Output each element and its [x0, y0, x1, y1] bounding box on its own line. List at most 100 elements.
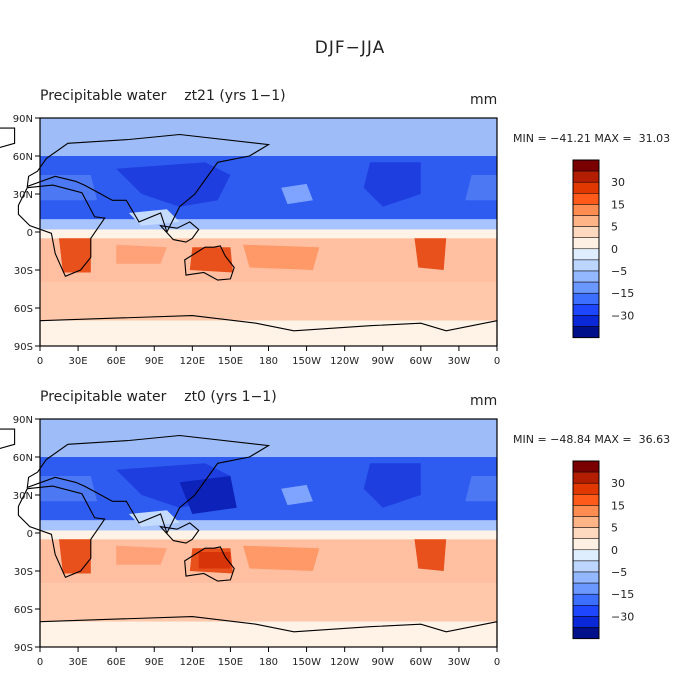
field-band-north-polar: [40, 118, 497, 156]
coastline-eurasia: [26, 133, 271, 234]
field-core-north-america: [363, 162, 421, 207]
field-core-southern-africa: [59, 539, 91, 574]
field-core-east-asia-strong: [179, 476, 237, 514]
colorbar-segment: [572, 193, 600, 205]
field-band-south-polar: [40, 320, 497, 346]
lat-tick-label: 30S: [14, 266, 33, 277]
lon-tick-label: 150W: [292, 356, 321, 367]
field-band-north-polar: [40, 419, 497, 457]
map-panel-top: 90N 60N 30N 0 30S 60S 90S 0 30E 60E 90E 120E 150E 180…: [0, 84, 700, 384]
lon-tick-label: 30W: [448, 356, 471, 367]
field-patch-indian: [128, 209, 180, 226]
field-band-south-mid: [40, 282, 497, 321]
lon-tick-label: 120E: [180, 356, 205, 367]
panel-title: Precipitable water zt21 (yrs 1−1): [40, 88, 286, 104]
lat-tick-label: 0: [27, 228, 33, 239]
lat-tick-label: 90N: [13, 114, 33, 125]
colorbar-segment: [572, 281, 600, 294]
colorbar-segment: [572, 482, 600, 495]
colorbar-segment: [572, 159, 600, 172]
colorbar-segment: [572, 270, 600, 283]
lon-tick-label: 60E: [107, 356, 126, 367]
lon-tick-label: 90W: [371, 356, 394, 367]
lon-tick-label: 0: [494, 356, 500, 367]
colorbar-label: 15: [611, 198, 625, 211]
field-core-southern-africa: [59, 238, 91, 273]
lat-tick-label: 0: [27, 529, 33, 540]
colorbar-segment: [572, 292, 600, 305]
field-core-south-america: [414, 238, 447, 270]
colorbar-label: 0: [611, 544, 618, 557]
lon-tick-label: 30W: [448, 657, 471, 668]
coastline-eurasia: [26, 434, 271, 535]
lon-tick-label: 120W: [330, 356, 359, 367]
colorbar-label: −15: [611, 287, 634, 300]
colorbar-label: 15: [611, 499, 625, 512]
colorbar-segment: [572, 494, 600, 506]
colorbar-label: −15: [611, 588, 634, 601]
map-plot-bottom: 90N 60N 30N 0 30S 60S 90S 0 30E 60E 90E 120E 150E 180…: [0, 415, 634, 668]
field-patch-south-indian: [116, 244, 167, 264]
lon-tick-label: 150W: [292, 657, 321, 668]
colorbar-label: 0: [611, 243, 618, 256]
field-patch-spcz: [243, 545, 320, 571]
coastline-australia: [184, 245, 235, 281]
colorbar-segment: [572, 248, 600, 261]
field-band-south-polar: [40, 621, 497, 647]
lat-tick-label: 90N: [13, 415, 33, 426]
coastline-maritime-continent: [159, 221, 200, 243]
lon-tick-label: 90W: [371, 657, 394, 668]
colorbar-segment: [572, 527, 600, 539]
lat-tick-label: 30N: [13, 491, 33, 502]
colorbar-segment: [572, 571, 600, 584]
colorbar-segment: [572, 181, 600, 194]
colorbar-segment: [572, 315, 600, 327]
lat-tick-label: 90S: [14, 342, 33, 353]
min-max-readout: MIN = −48.84 MAX = 36.63: [513, 433, 671, 446]
field-patch-pacific: [281, 183, 313, 205]
colorbar-segment: [572, 304, 600, 316]
colorbar-label: −5: [611, 265, 627, 278]
colorbar-segment: [572, 516, 600, 528]
colorbar-segment: [572, 627, 600, 639]
field-patch-indian: [128, 510, 180, 527]
colorbar-segment: [572, 226, 600, 238]
lat-tick-label: 60S: [14, 605, 33, 616]
colorbar-segment: [572, 538, 600, 551]
lat-tick-label: 30N: [13, 190, 33, 201]
coastline-greenland: [0, 428, 16, 450]
lon-tick-label: 150E: [218, 657, 243, 668]
coastline-africa: [17, 184, 106, 278]
colorbar-label: 30: [611, 477, 625, 490]
field-band-north-mid: [40, 457, 497, 521]
colorbar-segment: [572, 549, 600, 562]
field-band-equatorial: [40, 530, 497, 540]
colorbar-label: −30: [611, 610, 634, 623]
colorbar-segment: [572, 560, 600, 573]
field-band-south-mid: [40, 583, 497, 622]
field-band-equatorial: [40, 229, 497, 239]
lon-tick-label: 0: [494, 657, 500, 668]
lon-tick-label: 0: [37, 356, 43, 367]
field-core-north-america: [363, 463, 421, 508]
lon-tick-label: 180: [259, 356, 278, 367]
lon-tick-label: 0: [37, 657, 43, 668]
field-patch-pacific: [281, 484, 313, 506]
colorbar-segment: [572, 326, 600, 338]
lon-tick-label: 30E: [69, 657, 88, 668]
lon-tick-label: 90E: [145, 356, 164, 367]
panel-title: Precipitable water zt0 (yrs 1−1): [40, 389, 277, 405]
colorbar-segment: [572, 505, 600, 517]
lon-tick-label: 120E: [180, 657, 205, 668]
unit-label: mm: [470, 393, 498, 409]
colorbar-segment: [572, 471, 600, 484]
lat-tick-label: 60N: [13, 453, 33, 464]
colorbar-label: 5: [611, 522, 618, 535]
lat-tick-label: 30S: [14, 567, 33, 578]
map-panel-bottom: 90N 60N 30N 0 30S 60S 90S 0 30E 60E 90E 120E 150E 180…: [0, 385, 700, 685]
field-band-equatorial-north: [40, 520, 497, 531]
colorbar-label: −5: [611, 566, 627, 579]
lon-tick-label: 90E: [145, 657, 164, 668]
colorbar-label: −30: [611, 309, 634, 322]
field-core-atlantic: [465, 476, 497, 502]
